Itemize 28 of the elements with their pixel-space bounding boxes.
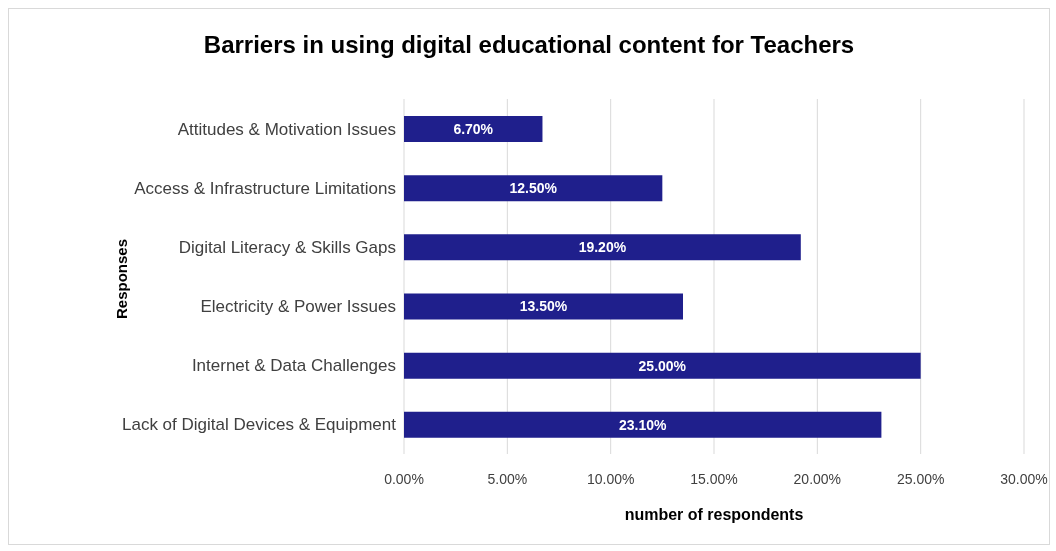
data-label: 13.50% [519, 298, 568, 315]
chart-title: Barriers in using digital educational content for Teachers [202, 31, 856, 59]
x-axis-title: number of respondents [623, 506, 805, 524]
x-tick-label: 0.00% [384, 470, 424, 487]
x-tick-label: 10.00% [586, 470, 635, 487]
bar [404, 411, 882, 438]
y-tick-label: Attitudes & Motivation Issues [177, 119, 396, 139]
bar [404, 352, 921, 379]
y-axis-title: Responses [112, 238, 130, 320]
x-tick-label: 5.00% [487, 470, 528, 487]
data-label: 23.10% [618, 416, 667, 433]
y-tick-label: Lack of Digital Devices & Equipment [121, 415, 397, 435]
data-label: 25.00% [638, 357, 687, 374]
data-label: 12.50% [509, 180, 558, 197]
bar [404, 293, 683, 320]
y-tick-label: Electricity & Power Issues [200, 297, 396, 317]
x-tick-label: 25.00% [896, 470, 945, 487]
y-tick-label: Digital Literacy & Skills Gaps [178, 237, 396, 257]
x-tick-label: 30.00% [1000, 470, 1048, 487]
bar [404, 175, 663, 202]
y-tick-label: Internet & Data Challenges [191, 356, 396, 376]
data-label: 6.70% [453, 120, 494, 137]
data-label: 19.20% [578, 239, 627, 256]
bar [404, 116, 543, 142]
x-tick-label: 15.00% [690, 470, 738, 487]
bar [404, 234, 801, 261]
x-tick-label: 20.00% [793, 470, 842, 487]
y-tick-label: Access & Infrastructure Limitations [134, 178, 396, 198]
